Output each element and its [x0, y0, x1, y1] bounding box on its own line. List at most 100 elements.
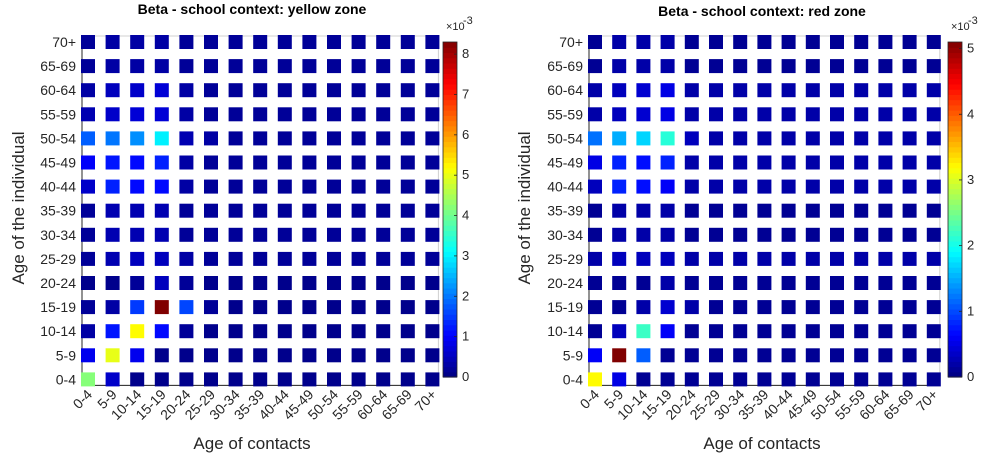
heatmap-cell — [684, 107, 699, 122]
colorbar-segment — [948, 277, 962, 284]
heatmap-cell — [660, 203, 675, 218]
heatmap-cell — [228, 348, 243, 363]
heatmap-cell — [926, 324, 941, 339]
heatmap-cell — [636, 348, 651, 363]
heatmap-cell — [709, 276, 723, 290]
heatmap-cell — [204, 276, 218, 290]
heatmap-cell — [878, 59, 893, 74]
heatmap-cell — [302, 131, 317, 146]
heatmap-cell — [830, 372, 844, 387]
heatmap-cell — [926, 372, 941, 387]
colorbar-segment — [948, 83, 962, 90]
heatmap-cell — [902, 179, 917, 194]
heatmap-cell — [854, 300, 869, 315]
colorbar-segment — [948, 303, 962, 310]
colorbar-segment — [948, 110, 962, 116]
colorbar-segment — [948, 62, 962, 69]
heatmap-cell — [926, 131, 941, 146]
heatmap-cell — [130, 324, 145, 339]
heatmap-cell — [612, 179, 627, 194]
heatmap-cell — [277, 203, 292, 218]
heatmap-cell — [302, 251, 317, 266]
heatmap-cell — [130, 107, 145, 122]
heatmap-cell — [926, 83, 941, 98]
heatmap-cell — [253, 276, 268, 290]
colorbar-tick-label: 2 — [462, 288, 469, 303]
colorbar-segment — [443, 57, 457, 64]
heatmap-cell — [660, 179, 675, 194]
colorbar-tick-label: 6 — [462, 127, 469, 142]
heatmap-cell — [660, 107, 675, 122]
heatmap-cell — [228, 107, 243, 122]
heatmap-cell — [376, 348, 391, 363]
heatmap-cell — [830, 131, 844, 146]
heatmap-cell — [154, 300, 169, 315]
heatmap-cell — [277, 107, 292, 122]
heatmap-cell — [130, 35, 145, 49]
colorbar-segment — [948, 356, 962, 362]
heatmap-cell — [636, 155, 651, 170]
colorbar-segment — [443, 230, 457, 237]
heatmap-cell — [902, 203, 917, 218]
heatmap-cell — [105, 324, 120, 339]
heatmap-cell — [154, 276, 169, 290]
heatmap-cell — [830, 107, 844, 122]
heatmap-cell — [854, 203, 869, 218]
heatmap-cell — [709, 348, 723, 363]
heatmap-cell — [733, 276, 748, 290]
heatmap-cell — [709, 324, 723, 339]
heatmap-cell — [351, 324, 366, 339]
heatmap-cell — [105, 300, 120, 315]
heatmap-cell — [709, 35, 723, 49]
colorbar-segment — [948, 151, 962, 158]
heatmap-cell — [733, 155, 748, 170]
heatmap-cell — [154, 348, 169, 363]
heatmap-cell — [902, 107, 917, 122]
heatmap-cell — [878, 276, 893, 290]
heatmap-cell — [425, 35, 440, 49]
heatmap-cell — [684, 83, 699, 98]
heatmap-cell — [757, 300, 772, 315]
heatmap-cell — [327, 107, 341, 122]
heatmap-cell — [854, 372, 869, 387]
heatmap-cell — [228, 372, 243, 387]
heatmap-cell — [830, 155, 844, 170]
heatmap-cell — [327, 372, 341, 387]
heatmap-cell — [277, 300, 292, 315]
heatmap-cell — [854, 324, 869, 339]
heatmap-cell — [636, 83, 651, 98]
colorbar-segment — [948, 57, 962, 64]
colorbar-segment — [443, 314, 457, 321]
heatmap-cell — [902, 155, 917, 170]
colorbar-segment — [948, 157, 962, 163]
y-tick-label: 35-39 — [40, 203, 76, 219]
heatmap-cell — [179, 227, 194, 242]
colorbar-segment — [948, 104, 962, 111]
colorbar-segment — [948, 371, 962, 378]
heatmap-cell — [327, 35, 341, 49]
heatmap-cell — [400, 251, 415, 266]
heatmap-cell — [757, 131, 772, 146]
heatmap-cell — [204, 203, 218, 218]
heatmap-cell — [376, 227, 391, 242]
colorbar-segment — [948, 335, 962, 341]
heatmap-cell — [612, 35, 627, 49]
heatmap-cell — [733, 227, 748, 242]
heatmap-cell — [902, 35, 917, 49]
heatmap-cell — [733, 348, 748, 363]
heatmap-cell — [253, 131, 268, 146]
heatmap-cell — [636, 227, 651, 242]
x-axis-label: Age of contacts — [703, 434, 820, 453]
heatmap-cell — [277, 131, 292, 146]
heatmap-cell — [204, 251, 218, 266]
heatmap-cell — [327, 276, 341, 290]
heatmap-cell — [400, 300, 415, 315]
heatmap-cell — [179, 300, 194, 315]
heatmap-cell — [400, 348, 415, 363]
heatmap-cell — [902, 324, 917, 339]
colorbar-multiplier: ×10 — [951, 21, 970, 33]
heatmap-cell — [684, 179, 699, 194]
heatmap-cell — [179, 372, 194, 387]
heatmap-cell — [228, 324, 243, 339]
heatmap-cell — [781, 35, 796, 49]
